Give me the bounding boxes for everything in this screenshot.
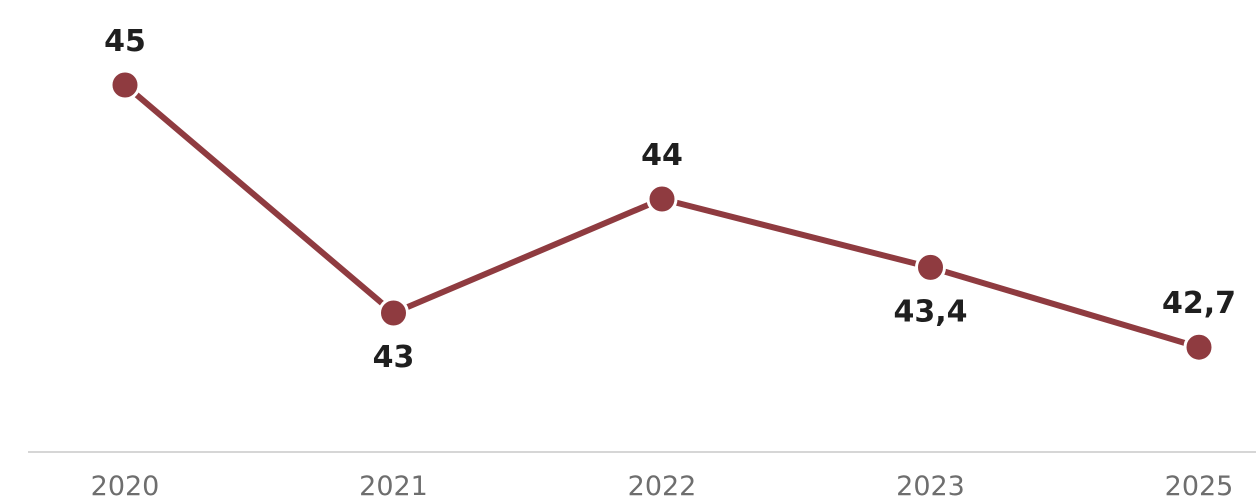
data-point-2020 [109,69,141,101]
data-label-2025: 42,7 [1162,286,1236,321]
data-labels: 45 43 44 43,4 42,7 [104,24,1236,375]
data-label-2021: 43 [373,340,415,375]
data-point-2021 [378,297,409,329]
x-tick-label-2021: 2021 [359,471,428,499]
data-point-2023 [915,251,946,283]
data-label-2022: 44 [641,138,683,173]
x-tick-labels: 2020 2021 2022 2023 2025 [91,471,1234,499]
data-point-2022 [646,183,678,215]
data-label-2023: 43,4 [893,294,967,329]
data-points [109,69,1215,363]
x-tick-label-2023: 2023 [896,471,965,499]
x-tick-label-2025: 2025 [1165,471,1234,499]
data-point-2025 [1183,331,1215,363]
data-label-2020: 45 [104,24,146,59]
x-tick-label-2020: 2020 [91,471,160,499]
series-line [122,82,1202,351]
x-tick-label-2022: 2022 [628,471,697,499]
